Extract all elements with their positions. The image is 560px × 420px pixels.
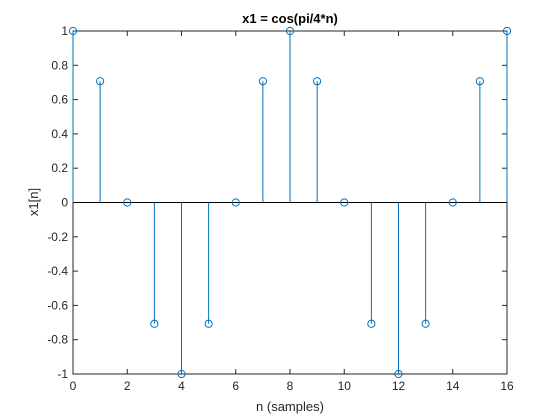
x-tick-label: 0 <box>70 379 77 393</box>
y-tick-label: 0.8 <box>51 58 68 72</box>
y-tick-label: -1 <box>57 367 68 381</box>
x-tick-label: 12 <box>392 379 406 393</box>
y-tick-label: 0.4 <box>51 127 68 141</box>
x-tick-label: 4 <box>178 379 185 393</box>
y-tick-label: 0.6 <box>51 93 68 107</box>
y-axis-label: x1[n] <box>26 188 41 216</box>
x-axis-label: n (samples) <box>256 399 324 414</box>
chart-title: x1 = cos(pi/4*n) <box>242 11 338 26</box>
y-tick-label: -0.4 <box>47 264 68 278</box>
x-tick-label: 14 <box>446 379 460 393</box>
x-tick-label: 16 <box>500 379 514 393</box>
x-tick-label: 10 <box>338 379 352 393</box>
x-tick-label: 6 <box>232 379 239 393</box>
x-tick-label: 2 <box>124 379 131 393</box>
y-tick-label: -0.8 <box>47 333 68 347</box>
y-tick-label: -0.6 <box>47 298 68 312</box>
y-tick-label: 1 <box>61 24 68 38</box>
y-tick-label: 0 <box>61 196 68 210</box>
y-tick-label: 0.2 <box>51 161 68 175</box>
y-tick-label: -0.2 <box>47 230 68 244</box>
x-tick-label: 8 <box>287 379 294 393</box>
